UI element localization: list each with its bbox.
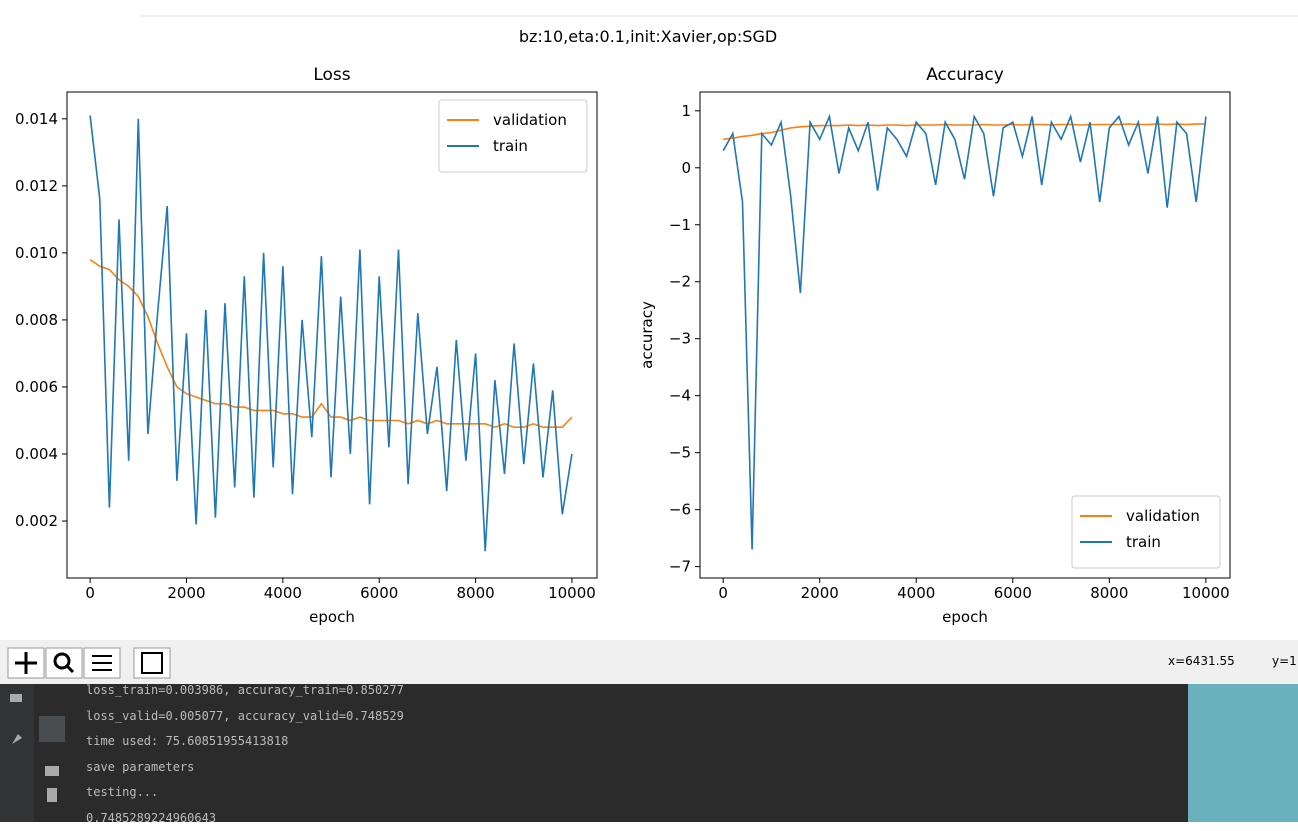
legend: validation train xyxy=(439,100,587,172)
console-line: testing... xyxy=(86,780,404,806)
side-panel xyxy=(1188,684,1298,822)
x-tick-label: 0 xyxy=(85,584,95,602)
console-line: time used: 75.60851955413818 xyxy=(86,729,404,755)
y-tick-label: 0.002 xyxy=(15,512,58,530)
scroll-button[interactable] xyxy=(39,716,65,742)
legend-label: train xyxy=(493,137,528,155)
x-tick-label: 4000 xyxy=(264,584,302,602)
y-tick-label: −6 xyxy=(669,501,691,519)
x-tick-label: 2000 xyxy=(801,584,839,602)
console-output: loss_train=0.003986, accuracy_train=0.85… xyxy=(86,678,404,831)
series-line xyxy=(723,117,1206,550)
y-tick-label: 0 xyxy=(681,159,691,177)
figure: bz:10,eta:0.1,init:Xavier,op:SGD Loss epo… xyxy=(0,0,1298,640)
y-tick-label: 0.010 xyxy=(15,244,58,262)
status-x: x=6431.55 xyxy=(1168,654,1235,668)
console-line: 0.7485289224960643 xyxy=(86,806,404,831)
y-axis-label: accuracy xyxy=(638,301,656,369)
y-tick-label: 0.014 xyxy=(15,110,58,128)
legend: validation train xyxy=(1072,496,1220,568)
y-tick-label: −2 xyxy=(669,273,691,291)
y-tick-label: 0.012 xyxy=(15,177,58,195)
x-tick-label: 8000 xyxy=(1090,584,1128,602)
y-tick-label: 0.004 xyxy=(15,445,58,463)
console-line: loss_train=0.003986, accuracy_train=0.85… xyxy=(86,678,404,704)
x-axis-label: epoch xyxy=(942,608,988,626)
x-tick-label: 6000 xyxy=(360,584,398,602)
zoom-button[interactable] xyxy=(46,648,82,678)
y-tick-label: 0.008 xyxy=(15,311,58,329)
x-tick-label: 10000 xyxy=(1182,584,1230,602)
x-axis-label: epoch xyxy=(309,608,355,626)
status-y: y=1 xyxy=(1272,654,1297,668)
legend-label: validation xyxy=(1126,507,1200,525)
y-tick-label: −4 xyxy=(669,387,691,405)
chart-title: Accuracy xyxy=(926,65,1004,85)
chart-title: Loss xyxy=(313,65,350,85)
y-tick-label: −7 xyxy=(669,558,691,576)
y-tick-label: 1 xyxy=(681,102,691,120)
console: loss_train=0.003986, accuracy_train=0.85… xyxy=(0,684,1298,822)
console-line: save parameters xyxy=(86,755,404,781)
x-tick-label: 6000 xyxy=(994,584,1032,602)
figure-title: bz:10,eta:0.1,init:Xavier,op:SGD xyxy=(519,27,777,46)
x-tick-label: 2000 xyxy=(167,584,205,602)
x-tick-label: 0 xyxy=(718,584,728,602)
y-tick-label: 0.006 xyxy=(15,378,58,396)
series-line xyxy=(90,260,572,428)
legend-label: validation xyxy=(493,111,567,129)
print-button[interactable] xyxy=(45,766,59,776)
console-sidebar xyxy=(0,684,70,822)
y-tick-label: −5 xyxy=(669,444,691,462)
y-tick-label: −3 xyxy=(669,330,691,348)
x-tick-label: 10000 xyxy=(548,584,596,602)
clear-button[interactable] xyxy=(47,788,57,802)
series-line xyxy=(90,116,572,552)
x-tick-label: 8000 xyxy=(456,584,494,602)
console-line: loss_valid=0.005077, accuracy_valid=0.74… xyxy=(86,704,404,730)
y-tick-label: −1 xyxy=(669,216,691,234)
x-tick-label: 4000 xyxy=(897,584,935,602)
legend-label: train xyxy=(1126,533,1161,551)
